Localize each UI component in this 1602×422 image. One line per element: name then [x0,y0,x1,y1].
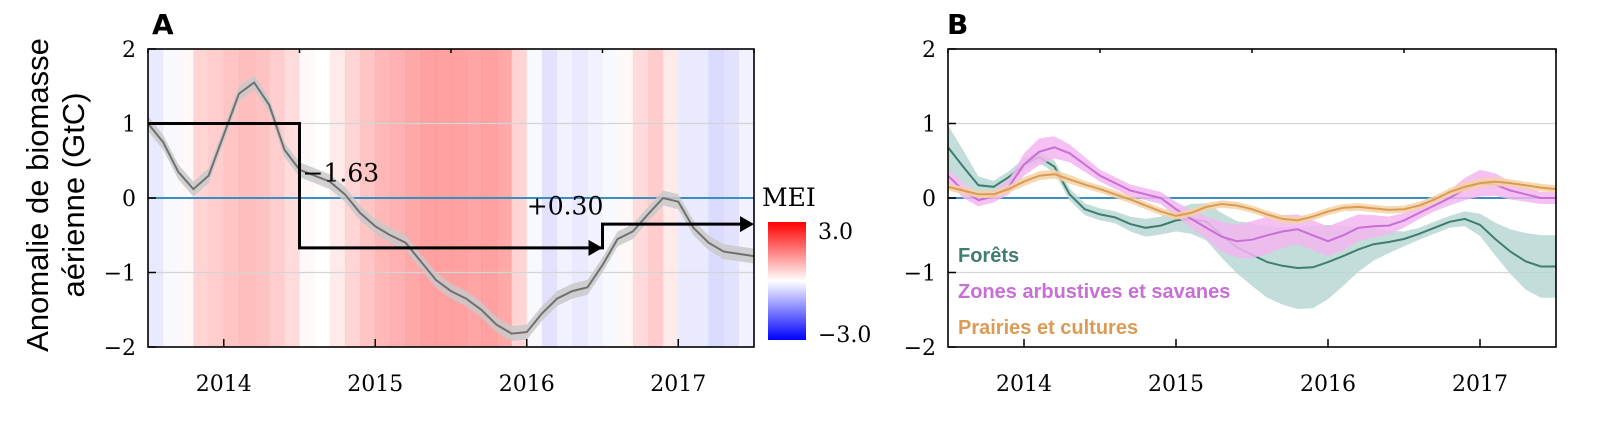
mei-colorbar-gradient [768,222,806,340]
mei-min-label: −3.0 [818,323,871,348]
y-tick-label: 0 [922,187,936,212]
series-band-1 [948,125,1556,309]
y-axis-label-line-2: aérienne (GtC) [56,92,91,297]
panel-a: 2 1 0 −1 −2 2014 2015 2016 2017 −1.63 +0.30 [104,38,755,397]
arrow-head [740,216,754,233]
y-tick-label: 2 [922,38,936,63]
y-axis-label: Anomalie de biomasse aérienne (GtC) [20,38,91,352]
arrow-head [588,239,603,256]
legend-label-2: Zones arbustives et savanes [958,281,1230,303]
x-tick-label: 2014 [196,372,252,397]
legend-label-1: Forêts [958,245,1019,267]
step-line [148,122,747,250]
y-tick-label: 1 [122,113,136,138]
series-band-1 [148,75,754,341]
x-tick-label: 2016 [1300,372,1356,397]
series-line-1 [147,81,755,335]
series-line-2 [947,146,1556,243]
y-tick-label: −1 [904,262,936,287]
y-tick-label: −2 [104,336,136,361]
x-tick-label: 2017 [1452,372,1508,397]
y-tick-label: −1 [104,262,136,287]
y-tick-label: 0 [122,187,136,212]
x-tick-label: 2014 [996,372,1052,397]
legend-label-3: Prairies et cultures [958,317,1138,339]
x-tick-label: 2015 [1148,372,1204,397]
annotation-decrease: −1.63 [303,159,380,188]
annotation-increase: +0.30 [527,191,604,220]
mei-max-label: 3.0 [818,220,853,245]
panel-a-letter: A [152,8,174,41]
mei-colorbar: MEI 3.0 −3.0 [762,183,871,348]
series-band-3 [948,169,1556,225]
mei-label: MEI [762,183,816,212]
y-tick-label: −2 [904,336,936,361]
y-tick-label: 2 [122,38,136,63]
x-tick-label: 2015 [347,372,403,397]
x-tick-label: 2017 [650,372,706,397]
y-tick-label: 1 [922,113,936,138]
panel-b-letter: B [947,8,968,41]
x-tick-label: 2016 [499,372,555,397]
series-band-2 [948,136,1556,259]
y-axis-label-line-1: Anomalie de biomasse [20,38,55,352]
panel-b: 2 1 0 −1 −2 2014 2015 2016 2017 Forêts Zones arbus… [904,38,1557,397]
series-line-3 [947,173,1557,222]
